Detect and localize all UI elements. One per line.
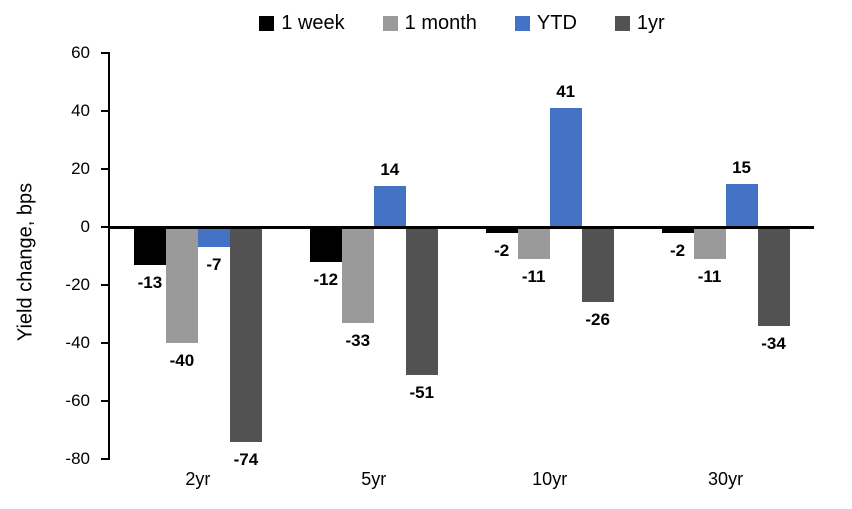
bar-ytd-2yr	[197, 227, 230, 248]
data-label-1-month-5yr: -33	[345, 330, 371, 350]
y-tick-mark	[101, 110, 110, 112]
y-tick-label: 0	[80, 217, 90, 236]
x-category-label-10yr: 10yr	[532, 469, 568, 489]
data-label-ytd-30yr: 15	[732, 157, 752, 177]
legend-label-1-month: 1 month	[404, 11, 477, 34]
legend-label-1-week: 1 week	[281, 11, 345, 34]
y-tick-mark	[101, 52, 110, 54]
legend-marker-1-month	[382, 15, 398, 31]
data-label-1-month-10yr: -11	[521, 266, 546, 286]
bar-1yr-5yr	[405, 227, 438, 375]
legend-item-1-week: 1 week	[259, 11, 345, 35]
x-category-label-5yr: 5yr	[361, 469, 387, 489]
data-label-1yr-2yr: -74	[233, 449, 259, 469]
data-label-ytd-2yr: -7	[206, 255, 222, 275]
y-axis-title: Yield change, bps	[14, 182, 37, 342]
y-tick-mark	[101, 458, 110, 460]
legend-label-1yr: 1yr	[636, 11, 665, 34]
y-axis-line	[108, 53, 110, 459]
data-label-ytd-5yr: 14	[380, 160, 400, 180]
chart-legend: 1 week 1 month YTD 1yr	[110, 8, 814, 38]
zero-axis-line	[110, 225, 814, 229]
data-label-ytd-10yr: 41	[556, 82, 576, 102]
y-tick-mark	[101, 284, 110, 286]
data-label-1-month-2yr: -40	[169, 351, 195, 370]
y-tick-label: -20	[65, 275, 90, 294]
x-category-label-2yr: 2yr	[185, 469, 211, 489]
legend-label-ytd: YTD	[536, 11, 577, 34]
bar-1-month-2yr	[165, 227, 198, 343]
data-label-1-week-10yr: -2	[494, 240, 510, 260]
bar-1-month-5yr	[341, 227, 374, 323]
data-label-1-month-30yr: -11	[697, 266, 722, 286]
y-tick-mark	[101, 168, 110, 170]
legend-marker-1yr	[614, 15, 630, 31]
data-label-1-week-2yr: -13	[137, 272, 163, 292]
bar-1-month-10yr	[517, 227, 550, 259]
data-label-1yr-10yr: -26	[585, 310, 610, 330]
data-label-1-week-30yr: -2	[670, 240, 686, 260]
bar-1-month-30yr	[693, 227, 726, 259]
y-tick-label: -80	[65, 449, 90, 468]
bar-1yr-2yr	[229, 227, 262, 442]
bar-1-week-2yr	[133, 227, 166, 265]
data-label-1yr-30yr: -34	[761, 333, 786, 353]
legend-item-1-month: 1 month	[382, 11, 477, 35]
bar-1yr-10yr	[581, 227, 614, 303]
y-tick-label: -60	[65, 391, 90, 410]
legend-item-ytd: YTD	[514, 11, 577, 35]
bar-1yr-30yr	[757, 227, 790, 326]
bar-ytd-30yr	[725, 183, 758, 227]
legend-marker-1-week	[259, 15, 275, 31]
bar-ytd-5yr	[373, 186, 406, 227]
bar-1-week-5yr	[309, 227, 342, 262]
bar-ytd-10yr	[549, 108, 582, 227]
legend-item-1yr: 1yr	[614, 11, 665, 35]
x-category-label-30yr: 30yr	[708, 469, 744, 489]
y-tick-label: -40	[65, 333, 90, 352]
data-label-1yr-5yr: -51	[409, 382, 435, 402]
bar-1-week-30yr	[661, 227, 694, 233]
y-tick-mark	[101, 400, 110, 402]
bar-1-week-10yr	[485, 227, 518, 233]
y-tick-mark	[101, 342, 110, 344]
legend-marker-ytd	[514, 15, 530, 31]
y-tick-mark	[101, 226, 110, 228]
y-tick-label: 40	[71, 101, 90, 120]
y-tick-label: 20	[71, 159, 90, 178]
data-label-1-week-5yr: -12	[313, 269, 339, 289]
y-tick-label: 60	[71, 43, 90, 62]
